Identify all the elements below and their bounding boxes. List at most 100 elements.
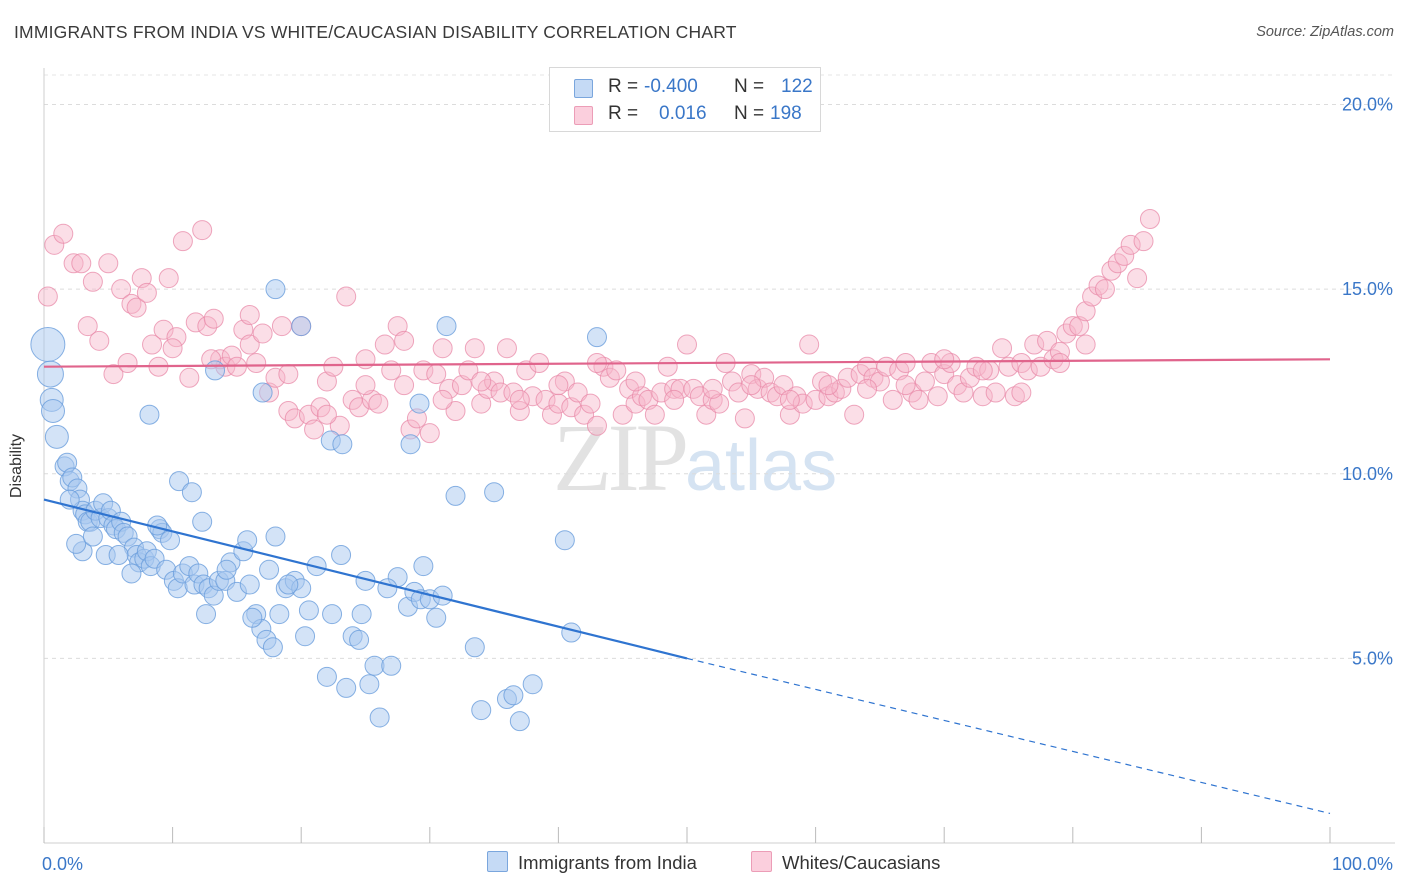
data-point-india	[331, 545, 352, 565]
data-point-white	[179, 367, 200, 388]
data-point-white	[593, 356, 614, 377]
data-point-india	[336, 677, 357, 698]
data-point-india	[121, 563, 142, 584]
data-point-white	[1133, 231, 1154, 252]
data-point-white	[111, 279, 132, 300]
data-point-white	[927, 386, 948, 407]
data-point-white	[1069, 316, 1090, 337]
data-point-white	[574, 404, 595, 425]
data-point-white	[677, 334, 697, 355]
data-point-white	[419, 423, 440, 444]
bottom-legend-swatch-india	[487, 851, 508, 872]
x-tick-label: 0.0%	[42, 854, 83, 874]
data-point-white	[1094, 279, 1115, 300]
data-point-white	[89, 330, 110, 351]
data-point-white	[265, 367, 286, 388]
data-point-white	[895, 375, 916, 396]
watermark: ZIPatlas	[553, 402, 837, 513]
regression-line-india-extension	[686, 657, 1331, 815]
data-point-white	[445, 401, 466, 421]
data-point-white	[471, 393, 492, 414]
data-point-india	[269, 604, 290, 625]
data-point-white	[63, 253, 84, 274]
data-point-white	[117, 353, 138, 373]
bottom-legend-label-india: Immigrants from India	[518, 852, 697, 873]
data-point-india	[66, 533, 87, 554]
data-point-white	[754, 367, 775, 388]
data-point-white	[857, 378, 878, 399]
data-point-white	[368, 393, 389, 414]
data-point-white	[349, 397, 370, 418]
data-point-white	[203, 308, 224, 329]
data-point-india	[30, 327, 66, 363]
data-point-india	[409, 393, 430, 414]
data-point-white	[131, 268, 152, 289]
data-point-india	[196, 604, 217, 625]
data-point-india	[377, 578, 398, 599]
chart-source: Source: ZipAtlas.com	[1256, 24, 1394, 40]
data-point-india	[169, 471, 190, 492]
data-point-white	[863, 367, 884, 388]
data-point-white	[233, 319, 254, 340]
data-point-india	[503, 685, 524, 706]
legend-r-value: 0.016	[659, 103, 707, 124]
data-point-white	[934, 349, 955, 370]
data-point-white	[355, 375, 376, 396]
data-point-india	[464, 637, 485, 658]
data-point-white	[567, 382, 588, 403]
data-point-white	[1088, 275, 1109, 296]
data-point-white	[172, 231, 193, 252]
data-point-white	[53, 223, 74, 244]
data-point-india	[259, 559, 280, 580]
data-point-white	[914, 371, 935, 392]
data-point-india	[364, 655, 385, 676]
data-point-white	[625, 371, 646, 392]
data-point-white	[895, 353, 916, 373]
data-point-india	[216, 559, 237, 580]
data-point-white	[252, 323, 273, 344]
data-point-white	[644, 404, 665, 425]
data-point-white	[586, 415, 607, 436]
data-point-india	[381, 655, 402, 676]
y-tick-label: 5.0%	[1352, 648, 1393, 668]
data-point-india	[554, 530, 575, 551]
data-point-white	[304, 419, 325, 440]
regression-line-india	[43, 498, 688, 660]
data-point-india	[192, 511, 213, 532]
data-point-white	[985, 382, 1006, 403]
legend-swatch-india	[574, 79, 593, 98]
data-point-white	[451, 375, 472, 396]
data-point-white	[316, 404, 337, 425]
data-point-india	[265, 279, 286, 300]
correlation-legend: R = -0.400 N = 122 R = 0.016 N = 198	[549, 67, 821, 132]
bottom-legend-swatch-white	[751, 851, 772, 872]
data-point-white	[432, 338, 453, 359]
data-point-white	[908, 389, 929, 410]
data-point-white	[136, 282, 157, 303]
x-tick-label: 100.0%	[1332, 854, 1393, 874]
data-point-white	[882, 389, 903, 410]
data-point-white	[77, 316, 98, 337]
data-point-white	[741, 375, 762, 396]
data-point-india	[108, 545, 129, 565]
bottom-legend-india: Immigrants from India	[487, 851, 697, 874]
data-point-white	[728, 382, 749, 403]
data-point-india	[295, 626, 316, 647]
data-point-white	[837, 367, 858, 388]
data-point-india	[278, 574, 299, 595]
data-point-white	[458, 360, 479, 381]
data-point-white	[82, 271, 103, 292]
y-tick-label: 10.0%	[1342, 464, 1393, 484]
data-point-white	[496, 338, 517, 359]
data-point-white	[323, 356, 344, 377]
data-point-white	[689, 386, 710, 407]
data-point-india	[41, 399, 66, 423]
data-point-india	[316, 666, 337, 687]
data-point-india	[181, 482, 202, 503]
data-point-white	[940, 353, 961, 373]
data-point-white	[1075, 301, 1096, 322]
watermark-zip: ZIP	[553, 404, 689, 511]
data-point-white	[934, 364, 955, 385]
data-point-india	[237, 530, 258, 551]
legend-r-label: R =	[608, 103, 639, 124]
